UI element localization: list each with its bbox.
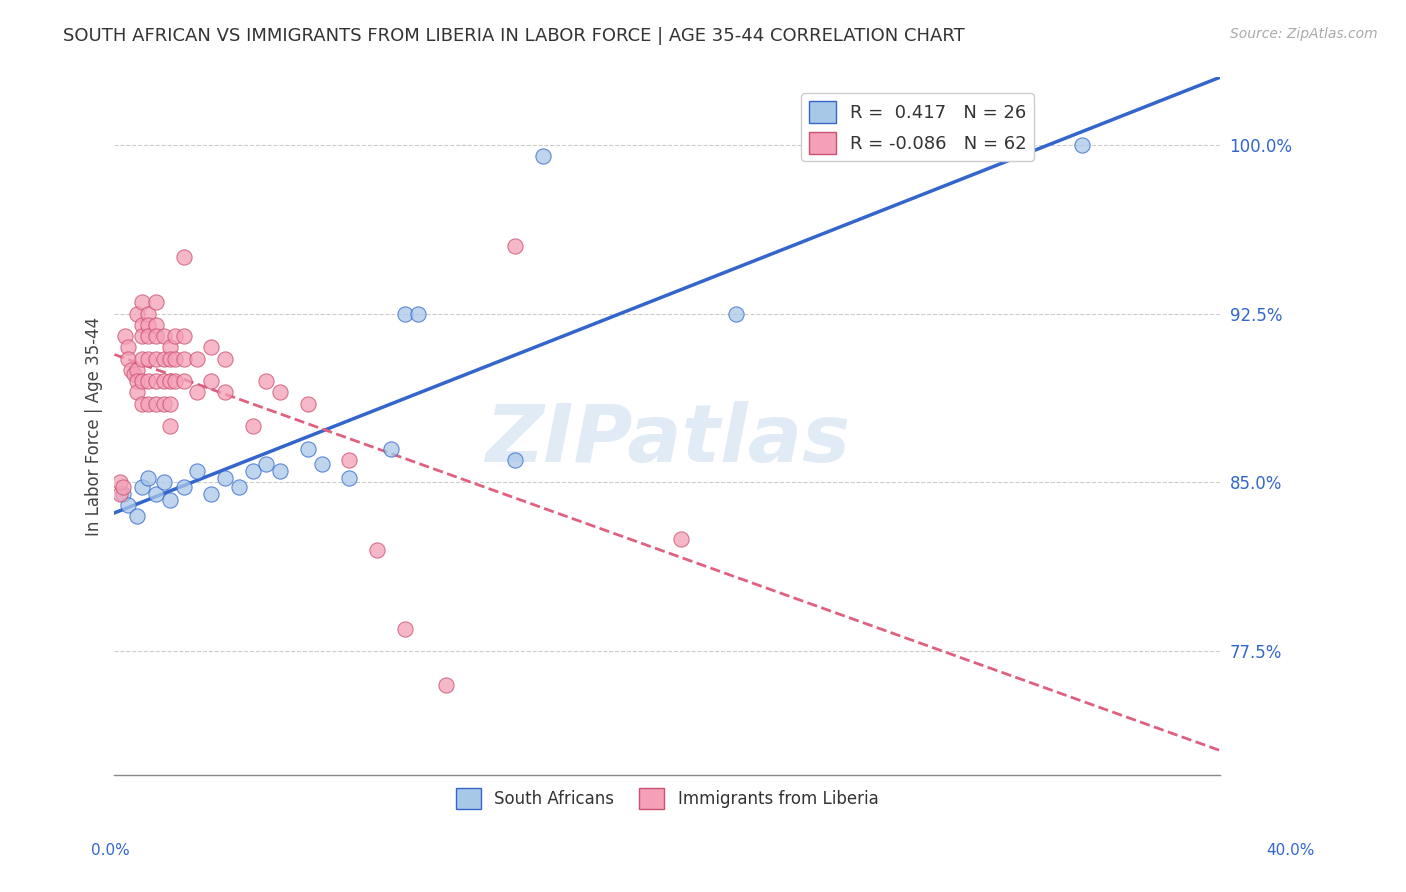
Point: [1070, 137, 1092, 152]
Point: [173, 374, 195, 388]
Point: [337, 471, 360, 485]
Text: 0.0%: 0.0%: [91, 843, 131, 858]
Point: [503, 453, 526, 467]
Point: [131, 318, 153, 332]
Point: [186, 385, 208, 400]
Point: [503, 239, 526, 253]
Point: [254, 374, 277, 388]
Point: [394, 307, 416, 321]
Point: [242, 464, 264, 478]
Point: [669, 532, 692, 546]
Point: [725, 307, 748, 321]
Text: ZIPatlas: ZIPatlas: [485, 401, 849, 479]
Point: [380, 442, 402, 456]
Point: [311, 458, 333, 472]
Point: [159, 419, 181, 434]
Point: [120, 363, 142, 377]
Point: [186, 464, 208, 478]
Point: [125, 385, 148, 400]
Point: [165, 329, 187, 343]
Point: [145, 486, 167, 500]
Point: [131, 397, 153, 411]
Y-axis label: In Labor Force | Age 35-44: In Labor Force | Age 35-44: [86, 317, 103, 536]
Point: [159, 374, 181, 388]
Point: [136, 374, 159, 388]
Point: [145, 351, 167, 366]
Point: [131, 351, 153, 366]
Point: [145, 295, 167, 310]
Point: [394, 622, 416, 636]
Point: [297, 397, 319, 411]
Point: [366, 542, 388, 557]
Text: Source: ZipAtlas.com: Source: ZipAtlas.com: [1230, 27, 1378, 41]
Point: [214, 351, 236, 366]
Point: [153, 374, 176, 388]
Point: [153, 329, 176, 343]
Point: [153, 475, 176, 490]
Point: [173, 251, 195, 265]
Point: [131, 329, 153, 343]
Point: [136, 318, 159, 332]
Point: [117, 340, 139, 354]
Legend: South Africans, Immigrants from Liberia: South Africans, Immigrants from Liberia: [450, 781, 884, 815]
Point: [108, 475, 131, 490]
Point: [136, 397, 159, 411]
Point: [111, 486, 134, 500]
Point: [165, 374, 187, 388]
Text: SOUTH AFRICAN VS IMMIGRANTS FROM LIBERIA IN LABOR FORCE | AGE 35-44 CORRELATION : SOUTH AFRICAN VS IMMIGRANTS FROM LIBERIA…: [63, 27, 965, 45]
Point: [200, 374, 222, 388]
Point: [297, 442, 319, 456]
Point: [108, 486, 131, 500]
Point: [136, 329, 159, 343]
Point: [117, 498, 139, 512]
Text: 40.0%: 40.0%: [1267, 843, 1315, 858]
Point: [131, 374, 153, 388]
Point: [269, 385, 291, 400]
Point: [145, 318, 167, 332]
Point: [531, 149, 554, 163]
Point: [337, 453, 360, 467]
Point: [125, 363, 148, 377]
Point: [125, 307, 148, 321]
Point: [136, 351, 159, 366]
Point: [408, 307, 430, 321]
Point: [111, 480, 134, 494]
Point: [159, 397, 181, 411]
Point: [145, 374, 167, 388]
Point: [173, 329, 195, 343]
Point: [228, 480, 250, 494]
Point: [214, 385, 236, 400]
Point: [159, 351, 181, 366]
Point: [173, 480, 195, 494]
Point: [434, 678, 457, 692]
Point: [153, 351, 176, 366]
Point: [269, 464, 291, 478]
Point: [145, 397, 167, 411]
Point: [145, 329, 167, 343]
Point: [165, 351, 187, 366]
Point: [214, 471, 236, 485]
Point: [159, 340, 181, 354]
Point: [242, 419, 264, 434]
Point: [131, 480, 153, 494]
Point: [136, 471, 159, 485]
Point: [114, 329, 136, 343]
Point: [125, 509, 148, 524]
Point: [159, 493, 181, 508]
Point: [200, 486, 222, 500]
Point: [173, 351, 195, 366]
Point: [200, 340, 222, 354]
Point: [131, 295, 153, 310]
Point: [122, 368, 145, 382]
Point: [254, 458, 277, 472]
Point: [125, 374, 148, 388]
Point: [186, 351, 208, 366]
Point: [136, 307, 159, 321]
Point: [117, 351, 139, 366]
Point: [153, 397, 176, 411]
